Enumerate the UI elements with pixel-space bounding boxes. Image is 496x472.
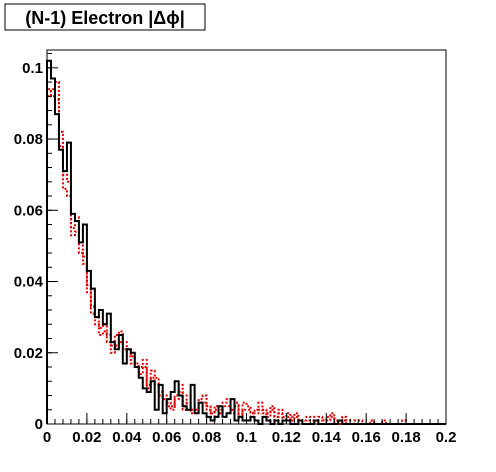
y-tick-label: 0.02 <box>14 345 43 362</box>
histogram-series-2 <box>46 88 446 425</box>
x-tick-label: 0.08 <box>192 429 221 446</box>
title-frame <box>4 3 206 31</box>
y-tick-label: 0.08 <box>14 131 43 148</box>
x-tick-label: 0.14 <box>312 429 342 446</box>
histogram-series-1 <box>46 81 446 425</box>
histogram-series-0 <box>46 59 446 425</box>
x-tick-label: 0.16 <box>352 429 381 446</box>
x-tick-label: 0.02 <box>72 429 101 446</box>
plot-frame <box>46 49 447 425</box>
x-tick-label: 0.18 <box>391 429 420 446</box>
histogram-series-group <box>46 59 446 425</box>
y-tick-label: 0.04 <box>14 274 44 291</box>
y-tick-label: 0.06 <box>14 202 43 219</box>
x-tick-label: 0.12 <box>272 429 301 446</box>
x-tick-label: 0 <box>43 429 51 446</box>
y-tick-label: 0 <box>35 416 43 433</box>
x-tick-label: 0.2 <box>436 429 457 446</box>
chart-title: (N-1) Electron |Δϕ| <box>25 8 185 28</box>
y-tick-label: 0.1 <box>22 60 43 77</box>
x-tick-label: 0.06 <box>152 429 181 446</box>
title-box: (N-1) Electron |Δϕ| <box>4 3 206 31</box>
axes-group: 0 0.02 0.04 0.06 0.08 0.1 0.12 0.14 0.16 0.18 0.2 0… <box>14 53 457 446</box>
x-tick-label: 0.1 <box>236 429 257 446</box>
x-tick-label: 0.04 <box>112 429 142 446</box>
